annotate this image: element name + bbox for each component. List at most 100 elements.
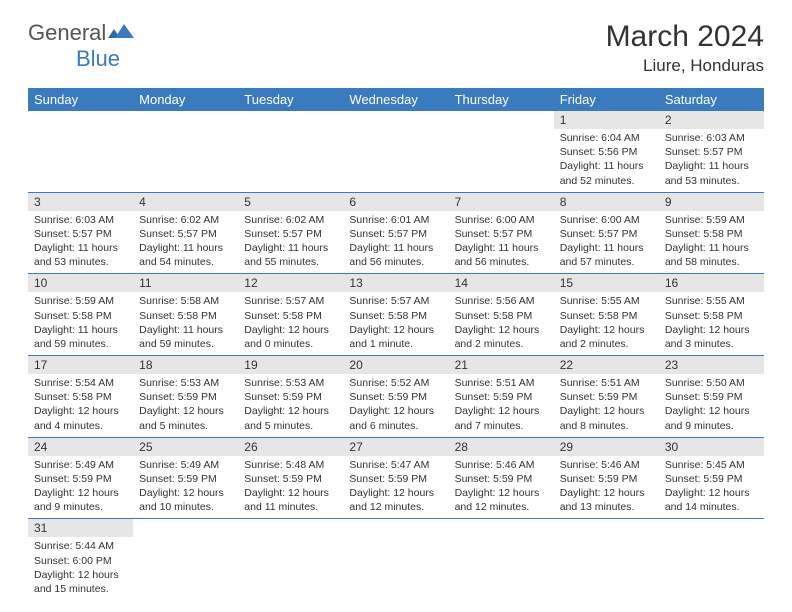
- calendar-day: 23Sunrise: 5:50 AMSunset: 5:59 PMDayligh…: [659, 356, 764, 438]
- calendar-day: 13Sunrise: 5:57 AMSunset: 5:58 PMDayligh…: [343, 274, 448, 356]
- calendar-row: 10Sunrise: 5:59 AMSunset: 5:58 PMDayligh…: [28, 274, 764, 356]
- day-details: Sunrise: 5:52 AMSunset: 5:59 PMDaylight:…: [343, 374, 448, 437]
- calendar-day: 8Sunrise: 6:00 AMSunset: 5:57 PMDaylight…: [554, 192, 659, 274]
- day-details: Sunrise: 5:55 AMSunset: 5:58 PMDaylight:…: [659, 292, 764, 355]
- calendar-day: 18Sunrise: 5:53 AMSunset: 5:59 PMDayligh…: [133, 356, 238, 438]
- calendar-day: 9Sunrise: 5:59 AMSunset: 5:58 PMDaylight…: [659, 192, 764, 274]
- day-details: Sunrise: 5:46 AMSunset: 5:59 PMDaylight:…: [449, 456, 554, 519]
- day-number: 26: [238, 438, 343, 456]
- day-details: Sunrise: 5:55 AMSunset: 5:58 PMDaylight:…: [554, 292, 659, 355]
- day-number: 29: [554, 438, 659, 456]
- day-details: Sunrise: 6:01 AMSunset: 5:57 PMDaylight:…: [343, 211, 448, 274]
- day-details: Sunrise: 5:50 AMSunset: 5:59 PMDaylight:…: [659, 374, 764, 437]
- logo-text-blue: Blue: [76, 46, 120, 71]
- calendar-empty: [238, 111, 343, 192]
- calendar-day: 7Sunrise: 6:00 AMSunset: 5:57 PMDaylight…: [449, 192, 554, 274]
- calendar-day: 2Sunrise: 6:03 AMSunset: 5:57 PMDaylight…: [659, 111, 764, 192]
- calendar-empty: [238, 519, 343, 600]
- calendar-day: 10Sunrise: 5:59 AMSunset: 5:58 PMDayligh…: [28, 274, 133, 356]
- day-number: 14: [449, 274, 554, 292]
- calendar-day: 14Sunrise: 5:56 AMSunset: 5:58 PMDayligh…: [449, 274, 554, 356]
- day-details: Sunrise: 5:56 AMSunset: 5:58 PMDaylight:…: [449, 292, 554, 355]
- calendar-day: 21Sunrise: 5:51 AMSunset: 5:59 PMDayligh…: [449, 356, 554, 438]
- day-details: Sunrise: 6:03 AMSunset: 5:57 PMDaylight:…: [28, 211, 133, 274]
- day-details: Sunrise: 5:59 AMSunset: 5:58 PMDaylight:…: [28, 292, 133, 355]
- day-number: 21: [449, 356, 554, 374]
- day-number: 12: [238, 274, 343, 292]
- day-details: Sunrise: 5:49 AMSunset: 5:59 PMDaylight:…: [133, 456, 238, 519]
- day-details: Sunrise: 5:47 AMSunset: 5:59 PMDaylight:…: [343, 456, 448, 519]
- day-details: Sunrise: 6:04 AMSunset: 5:56 PMDaylight:…: [554, 129, 659, 192]
- calendar-day: 3Sunrise: 6:03 AMSunset: 5:57 PMDaylight…: [28, 192, 133, 274]
- calendar-day: 31Sunrise: 5:44 AMSunset: 6:00 PMDayligh…: [28, 519, 133, 600]
- calendar-empty: [133, 111, 238, 192]
- day-details: Sunrise: 5:51 AMSunset: 5:59 PMDaylight:…: [449, 374, 554, 437]
- calendar-day: 16Sunrise: 5:55 AMSunset: 5:58 PMDayligh…: [659, 274, 764, 356]
- day-number: 18: [133, 356, 238, 374]
- weekday-header-row: SundayMondayTuesdayWednesdayThursdayFrid…: [28, 88, 764, 111]
- day-details: Sunrise: 6:00 AMSunset: 5:57 PMDaylight:…: [554, 211, 659, 274]
- day-details: Sunrise: 5:59 AMSunset: 5:58 PMDaylight:…: [659, 211, 764, 274]
- weekday-header: Thursday: [449, 88, 554, 111]
- day-details: Sunrise: 5:48 AMSunset: 5:59 PMDaylight:…: [238, 456, 343, 519]
- weekday-header: Friday: [554, 88, 659, 111]
- calendar-empty: [449, 519, 554, 600]
- day-number: 5: [238, 193, 343, 211]
- calendar-day: 15Sunrise: 5:55 AMSunset: 5:58 PMDayligh…: [554, 274, 659, 356]
- day-details: Sunrise: 5:44 AMSunset: 6:00 PMDaylight:…: [28, 537, 133, 600]
- calendar-row: 31Sunrise: 5:44 AMSunset: 6:00 PMDayligh…: [28, 519, 764, 600]
- day-number: 20: [343, 356, 448, 374]
- day-number: 24: [28, 438, 133, 456]
- day-number: 30: [659, 438, 764, 456]
- day-details: Sunrise: 5:57 AMSunset: 5:58 PMDaylight:…: [343, 292, 448, 355]
- day-details: Sunrise: 5:57 AMSunset: 5:58 PMDaylight:…: [238, 292, 343, 355]
- day-number: 13: [343, 274, 448, 292]
- day-number: 23: [659, 356, 764, 374]
- day-number: 15: [554, 274, 659, 292]
- day-details: Sunrise: 5:53 AMSunset: 5:59 PMDaylight:…: [238, 374, 343, 437]
- calendar-day: 26Sunrise: 5:48 AMSunset: 5:59 PMDayligh…: [238, 437, 343, 519]
- day-details: Sunrise: 5:46 AMSunset: 5:59 PMDaylight:…: [554, 456, 659, 519]
- calendar-empty: [449, 111, 554, 192]
- calendar-empty: [28, 111, 133, 192]
- day-details: Sunrise: 6:00 AMSunset: 5:57 PMDaylight:…: [449, 211, 554, 274]
- day-details: Sunrise: 5:45 AMSunset: 5:59 PMDaylight:…: [659, 456, 764, 519]
- day-number: 8: [554, 193, 659, 211]
- day-details: Sunrise: 5:53 AMSunset: 5:59 PMDaylight:…: [133, 374, 238, 437]
- day-details: Sunrise: 6:02 AMSunset: 5:57 PMDaylight:…: [238, 211, 343, 274]
- calendar-day: 4Sunrise: 6:02 AMSunset: 5:57 PMDaylight…: [133, 192, 238, 274]
- month-title: March 2024: [606, 20, 764, 54]
- calendar-empty: [554, 519, 659, 600]
- day-number: 17: [28, 356, 133, 374]
- logo-flag-icon: [108, 24, 134, 45]
- calendar-day: 1Sunrise: 6:04 AMSunset: 5:56 PMDaylight…: [554, 111, 659, 192]
- calendar-day: 22Sunrise: 5:51 AMSunset: 5:59 PMDayligh…: [554, 356, 659, 438]
- day-number: 28: [449, 438, 554, 456]
- calendar-empty: [343, 111, 448, 192]
- calendar-empty: [133, 519, 238, 600]
- day-number: 11: [133, 274, 238, 292]
- calendar-empty: [343, 519, 448, 600]
- header: GeneralBlue March 2024 Liure, Honduras: [28, 20, 764, 76]
- calendar-day: 12Sunrise: 5:57 AMSunset: 5:58 PMDayligh…: [238, 274, 343, 356]
- weekday-header: Saturday: [659, 88, 764, 111]
- day-number: 25: [133, 438, 238, 456]
- day-number: 10: [28, 274, 133, 292]
- day-details: Sunrise: 6:03 AMSunset: 5:57 PMDaylight:…: [659, 129, 764, 192]
- calendar-day: 24Sunrise: 5:49 AMSunset: 5:59 PMDayligh…: [28, 437, 133, 519]
- calendar-day: 28Sunrise: 5:46 AMSunset: 5:59 PMDayligh…: [449, 437, 554, 519]
- title-block: March 2024 Liure, Honduras: [606, 20, 764, 76]
- day-number: 6: [343, 193, 448, 211]
- day-details: Sunrise: 5:51 AMSunset: 5:59 PMDaylight:…: [554, 374, 659, 437]
- weekday-header: Sunday: [28, 88, 133, 111]
- day-number: 9: [659, 193, 764, 211]
- day-number: 16: [659, 274, 764, 292]
- weekday-header: Tuesday: [238, 88, 343, 111]
- calendar-day: 11Sunrise: 5:58 AMSunset: 5:58 PMDayligh…: [133, 274, 238, 356]
- logo-text-general: General: [28, 20, 106, 45]
- calendar-row: 24Sunrise: 5:49 AMSunset: 5:59 PMDayligh…: [28, 437, 764, 519]
- day-number: 7: [449, 193, 554, 211]
- calendar-empty: [659, 519, 764, 600]
- calendar-row: 3Sunrise: 6:03 AMSunset: 5:57 PMDaylight…: [28, 192, 764, 274]
- day-number: 31: [28, 519, 133, 537]
